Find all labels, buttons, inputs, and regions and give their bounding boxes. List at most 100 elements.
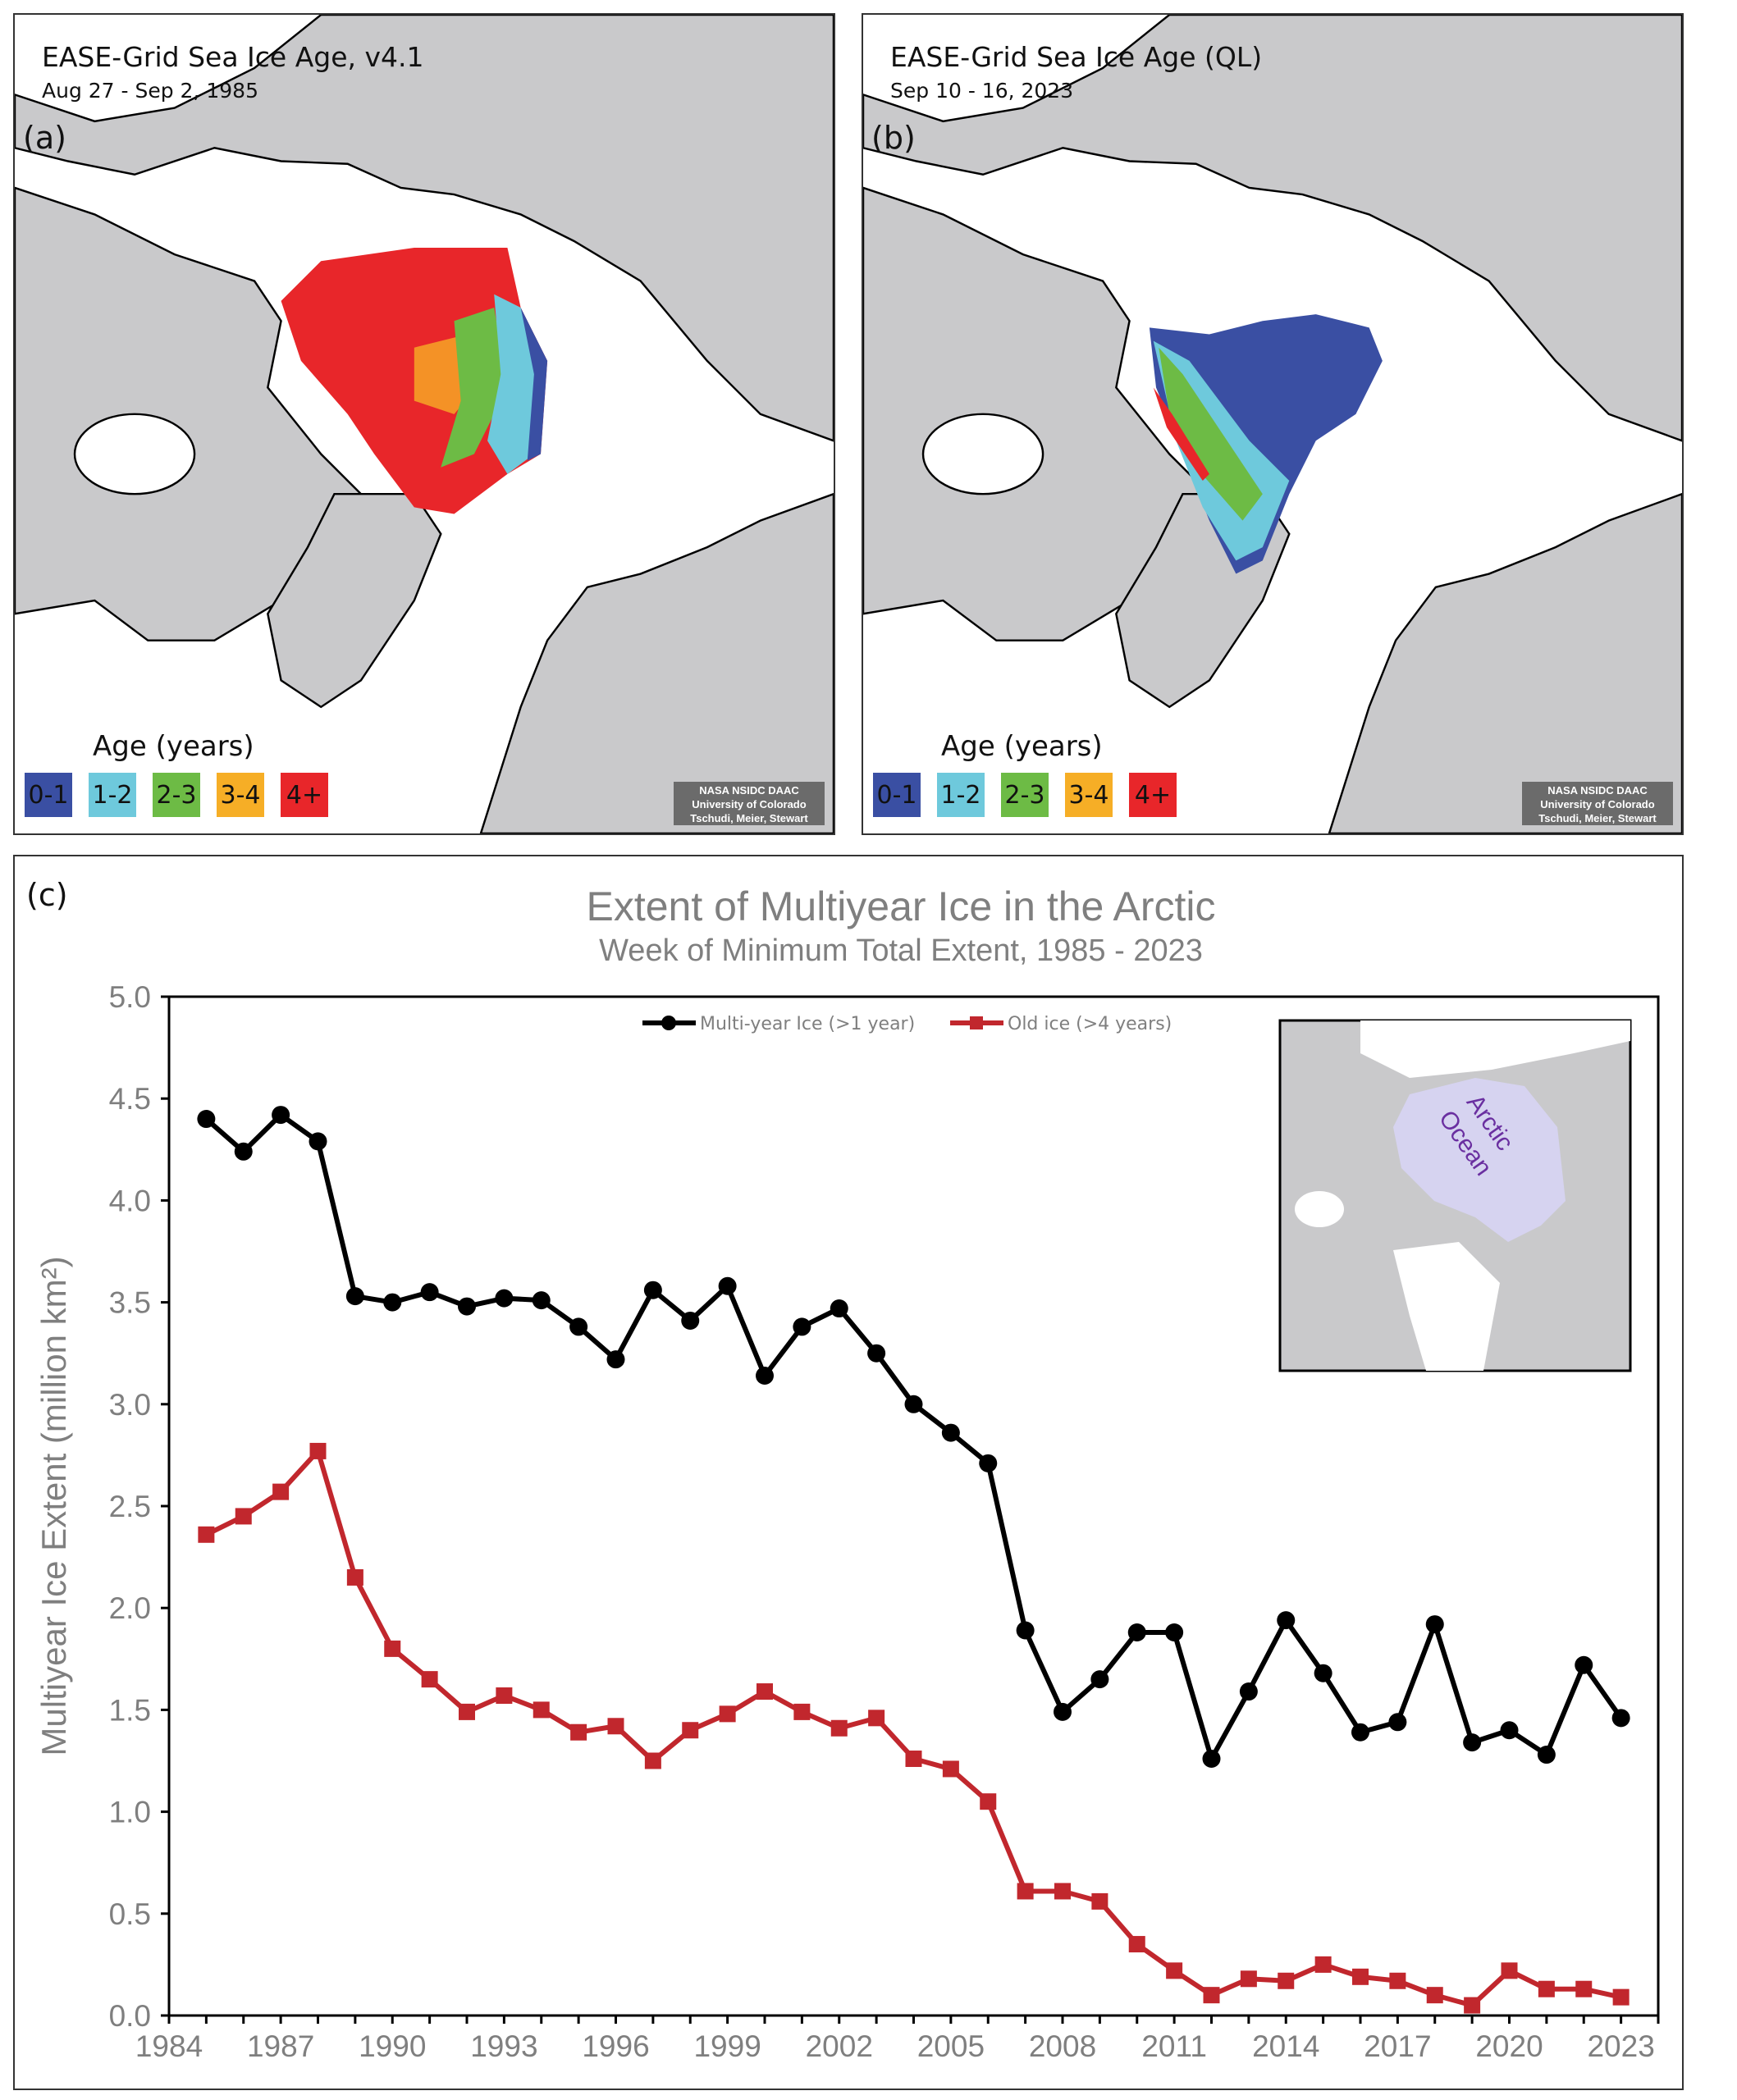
sea-ice-0-1 [520, 308, 548, 461]
data-point-multiyear-2011 [1165, 1623, 1184, 1642]
chart-panel-c: Extent of Multiyear Ice in the Arctic We… [13, 855, 1684, 2090]
data-point-old-ice-2008 [1054, 1883, 1071, 1900]
arctic-map-2023 [863, 15, 1682, 833]
sea-ice-4plus [1153, 387, 1209, 481]
data-point-multiyear-2017 [1388, 1713, 1407, 1732]
data-point-multiyear-1992 [458, 1297, 476, 1316]
data-point-old-ice-2003 [868, 1710, 885, 1727]
data-point-old-ice-2020 [1501, 1962, 1518, 1979]
data-point-old-ice-1994 [533, 1701, 550, 1719]
data-point-multiyear-2020 [1500, 1721, 1519, 1740]
attribution-line: Tschudi, Meier, Stewart [1538, 812, 1657, 824]
hudson-bay [921, 413, 1044, 495]
chart-subtitle: Week of Minimum Total Extent, 1985 - 202… [599, 934, 1203, 968]
data-point-multiyear-2010 [1127, 1623, 1146, 1642]
data-point-old-ice-2009 [1091, 1892, 1108, 1910]
data-point-old-ice-2019 [1464, 1997, 1481, 2014]
data-point-multiyear-2023 [1611, 1709, 1630, 1728]
x-tick-label: 2023 [1587, 2029, 1654, 2063]
data-point-old-ice-2005 [942, 1760, 959, 1778]
data-point-old-ice-1989 [346, 1568, 363, 1586]
legend-item-4plus: 4+ [281, 773, 328, 817]
y-tick-label: 5.0 [109, 980, 151, 1014]
x-tick-label: 2014 [1252, 2029, 1319, 2063]
legend-title: Age (years) [941, 730, 1103, 763]
y-tick-label: 0.5 [109, 1897, 151, 1931]
legend-title: Age (years) [93, 730, 254, 763]
data-point-multiyear-1999 [718, 1276, 737, 1295]
y-tick-label: 2.0 [109, 1591, 151, 1625]
x-tick-label: 1984 [135, 2029, 203, 2063]
panel-label: (b) [871, 120, 916, 156]
attribution-line: NASA NSIDC DAAC [699, 784, 799, 797]
inset-ocean-white [1360, 1020, 1630, 1078]
multiyear-ice-chart: Extent of Multiyear Ice in the Arctic We… [34, 883, 1660, 2063]
attribution-box: NASA NSIDC DAAC University of Colorado T… [1522, 782, 1673, 825]
data-point-multiyear-2006 [979, 1454, 998, 1472]
x-tick-label: 1993 [470, 2029, 537, 2063]
data-point-old-ice-2006 [980, 1793, 997, 1810]
attribution-line: University of Colorado [692, 798, 807, 810]
data-point-multiyear-2008 [1054, 1702, 1072, 1721]
legend-item-2-3: 2-3 [153, 773, 200, 817]
data-point-multiyear-2014 [1277, 1611, 1296, 1630]
map-title: EASE-Grid Sea Ice Age, v4.1 [42, 41, 424, 73]
data-point-multiyear-2007 [1016, 1621, 1035, 1640]
y-axis-label: Multiyear Ice Extent (million km²) [34, 1256, 73, 1755]
legend-marker-old-ice [970, 1016, 983, 1029]
data-point-multiyear-2012 [1202, 1750, 1221, 1769]
y-tick-label: 4.0 [109, 1184, 151, 1217]
series-line-old-ice [205, 1448, 1622, 2008]
inset-greenland-sea [1393, 1242, 1500, 1371]
x-tick-label: 1990 [359, 2029, 426, 2063]
data-point-old-ice-1987 [272, 1483, 290, 1500]
legend-marker-multiyear [661, 1016, 676, 1030]
map-date: Aug 27 - Sep 2, 1985 [42, 79, 258, 103]
data-point-multiyear-2019 [1463, 1733, 1482, 1752]
data-point-old-ice-1998 [682, 1722, 699, 1739]
data-point-old-ice-1990 [384, 1640, 401, 1657]
x-tick-label: 1996 [582, 2029, 649, 2063]
x-tick-label: 2002 [806, 2029, 873, 2063]
land-eurasia [15, 15, 834, 442]
data-point-multiyear-2015 [1314, 1664, 1332, 1682]
data-point-old-ice-1995 [570, 1723, 587, 1741]
data-point-multiyear-2002 [830, 1299, 848, 1318]
y-tick-label: 1.5 [109, 1693, 151, 1727]
x-tick-label: 1987 [247, 2029, 314, 2063]
map-panel-b: EASE-Grid Sea Ice Age (QL) Sep 10 - 16, … [862, 13, 1684, 835]
legend-item-0-1: 0-1 [873, 773, 921, 817]
map-date: Sep 10 - 16, 2023 [890, 79, 1074, 103]
data-point-multiyear-2016 [1351, 1723, 1369, 1742]
data-point-old-ice-1988 [309, 1442, 327, 1459]
land-greenland [267, 492, 442, 709]
land-europe [1328, 492, 1682, 833]
inset-map: Arctic Ocean [1278, 1019, 1632, 1372]
legend-item-3-4: 3-4 [217, 773, 264, 817]
data-point-old-ice-1993 [496, 1687, 513, 1705]
legend-item-1-2: 1-2 [937, 773, 985, 817]
x-tick-label: 2017 [1364, 2029, 1431, 2063]
x-tick-label: 2011 [1141, 2029, 1207, 2063]
data-point-old-ice-2021 [1538, 1980, 1555, 1997]
y-tick-label: 3.0 [109, 1388, 151, 1422]
data-point-old-ice-2013 [1240, 1970, 1257, 1988]
x-tick-label: 1999 [693, 2029, 761, 2063]
legend-item-2-3: 2-3 [1001, 773, 1049, 817]
data-point-multiyear-1994 [532, 1291, 551, 1310]
data-point-old-ice-2023 [1612, 1988, 1630, 2006]
data-point-multiyear-1985 [197, 1110, 216, 1129]
legend-item-1-2: 1-2 [89, 773, 136, 817]
y-tick-label: 2.5 [109, 1490, 151, 1523]
data-point-old-ice-2000 [757, 1683, 773, 1701]
data-point-multiyear-2018 [1425, 1615, 1444, 1634]
data-point-old-ice-2015 [1314, 1956, 1332, 1973]
legend-item-3-4: 3-4 [1065, 773, 1113, 817]
data-point-old-ice-1997 [644, 1752, 661, 1769]
attribution-box: NASA NSIDC DAAC University of Colorado T… [674, 782, 825, 825]
data-point-multiyear-1986 [234, 1142, 253, 1161]
panel-label: (a) [23, 120, 66, 156]
data-point-multiyear-1987 [272, 1106, 290, 1125]
data-point-old-ice-2018 [1426, 1987, 1443, 2004]
data-point-multiyear-1990 [383, 1293, 402, 1312]
